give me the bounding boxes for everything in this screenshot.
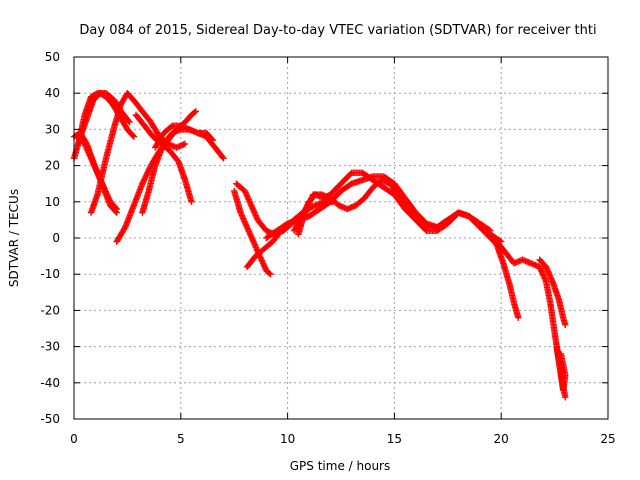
data-point-marker xyxy=(126,118,133,126)
y-tick-label: 10 xyxy=(45,195,60,209)
x-tick-label: 25 xyxy=(600,432,615,446)
y-tick-label: -40 xyxy=(40,376,60,390)
data-point-marker xyxy=(266,270,273,277)
y-tick-label: -50 xyxy=(40,412,60,426)
data-point-marker xyxy=(142,173,149,180)
y-tick-label: 0 xyxy=(52,231,60,245)
x-tick-label: 10 xyxy=(280,432,295,446)
chart-title: Day 084 of 2015, Sidereal Day-to-day VTE… xyxy=(79,23,596,38)
y-tick-label: 20 xyxy=(45,159,60,173)
data-point-marker xyxy=(139,179,147,186)
y-tick-label: -10 xyxy=(40,267,60,281)
data-point-marker xyxy=(267,271,274,278)
y-tick-label: 30 xyxy=(45,122,60,136)
data-point-marker xyxy=(130,133,138,140)
data-point-marker xyxy=(515,314,522,321)
data-point-marker xyxy=(209,137,217,144)
data-point-marker xyxy=(140,177,147,185)
series-arc-19 xyxy=(553,343,569,394)
y-tick-label: -30 xyxy=(40,340,60,354)
data-point-marker xyxy=(305,201,312,208)
data-point-marker xyxy=(242,221,249,228)
data-point-marker xyxy=(562,394,569,401)
data-point-marker xyxy=(181,140,189,148)
data-point-marker xyxy=(307,196,314,204)
data-point-marker xyxy=(562,321,569,329)
y-tick-label: 50 xyxy=(45,50,60,64)
series-arc-8 xyxy=(139,126,227,216)
data-point-marker xyxy=(250,239,258,247)
data-point-marker xyxy=(304,202,312,209)
tick-layer: 0 5 10 15 20 25 -50 -40 -30 -20 -10 0 10 20 30 40 50 xyxy=(40,50,615,446)
series-arc-5 xyxy=(75,133,120,213)
data-point-marker xyxy=(557,350,565,358)
x-tick-label: 15 xyxy=(387,432,402,446)
data-point-marker xyxy=(125,117,132,125)
data-point-marker xyxy=(188,198,195,205)
series-arc-9 xyxy=(151,122,217,151)
x-tick-label: 0 xyxy=(70,432,78,446)
series-arc-18 xyxy=(536,256,569,329)
data-point-marker xyxy=(113,205,120,213)
data-point-marker xyxy=(112,204,119,212)
y-axis-label: SDTVAR / TECUs xyxy=(7,189,21,287)
data-point-marker xyxy=(220,155,227,162)
y-tick-label: -20 xyxy=(40,303,60,317)
x-tick-label: 5 xyxy=(177,432,185,446)
data-point-marker xyxy=(129,132,137,139)
series-arc-4 xyxy=(87,90,189,216)
data-point-marker xyxy=(192,108,199,115)
data-point-marker xyxy=(308,195,315,202)
grid-layer xyxy=(74,57,608,419)
data-layer xyxy=(70,90,569,401)
data-point-marker xyxy=(219,153,226,161)
data-point-marker xyxy=(208,136,216,143)
x-tick-label: 20 xyxy=(494,432,509,446)
y-tick-label: 40 xyxy=(45,86,60,100)
data-point-marker xyxy=(191,109,198,116)
x-axis-label: GPS time / hours xyxy=(290,459,391,473)
series-arc-10 xyxy=(231,187,274,278)
series-arc-16 xyxy=(487,231,522,321)
data-point-marker xyxy=(302,206,310,214)
